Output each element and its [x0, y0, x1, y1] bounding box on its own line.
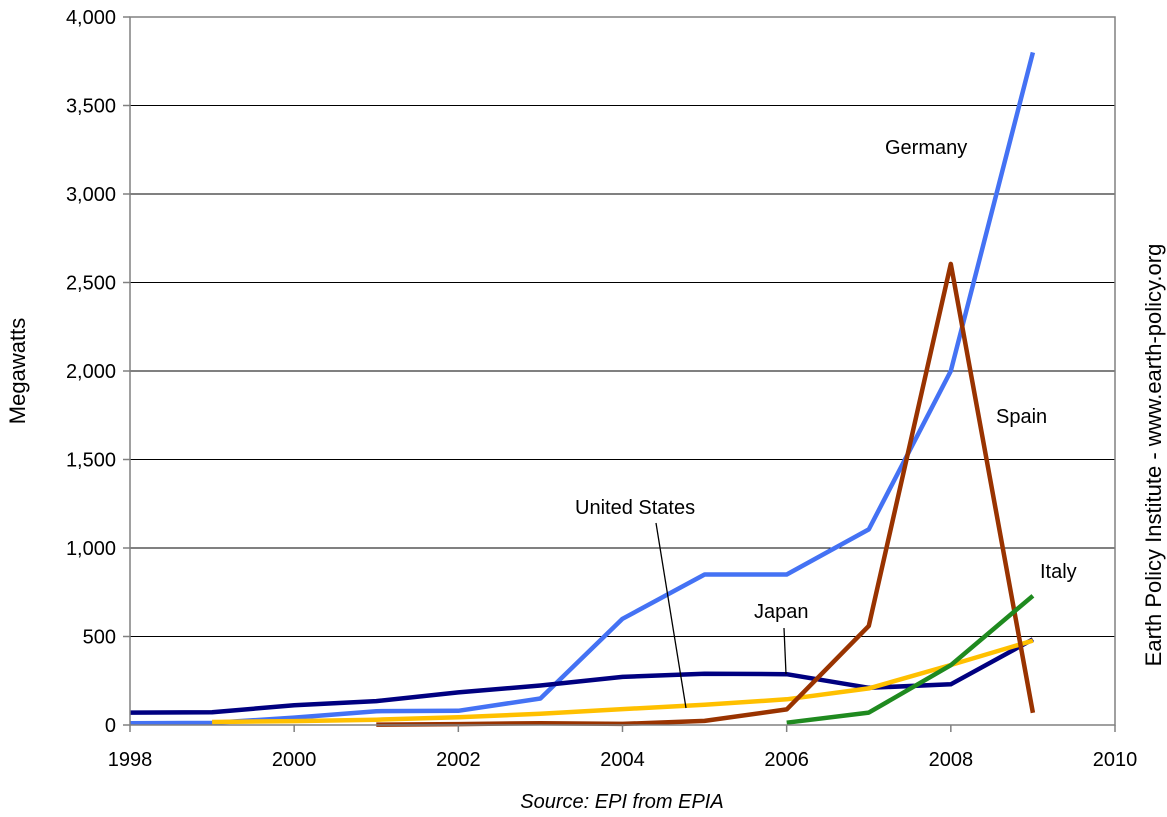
- y-axis-title: Megawatts: [5, 318, 30, 424]
- series-label-germany: Germany: [885, 137, 967, 159]
- y-tick-label: 2,000: [66, 361, 116, 383]
- y-tick-label: 3,000: [66, 184, 116, 206]
- x-tick-label: 2006: [764, 749, 809, 771]
- x-tick-label: 2004: [600, 749, 645, 771]
- series-layer: [129, 51, 1036, 727]
- series-line-germany: [129, 51, 1036, 726]
- series-line-spain: [376, 261, 1036, 727]
- y-tick-label: 0: [105, 715, 116, 737]
- y-tick-label: 1,500: [66, 450, 116, 472]
- x-axis-ticks: 1998 2000 2002 2004 2006 2008 2010: [108, 725, 1138, 771]
- x-tick-label: 2002: [436, 749, 481, 771]
- y-tick-label: 3,500: [66, 96, 116, 118]
- japan-leader-line: [783, 627, 787, 675]
- x-tick-label: 2008: [929, 749, 974, 771]
- x-tick-label: 1998: [108, 749, 153, 771]
- series-label-italy: Italy: [1040, 561, 1077, 583]
- series-line-japan: [129, 637, 1034, 715]
- credit-note: Earth Policy Institute - www.earth-polic…: [1141, 244, 1166, 667]
- y-axis-ticks: 0 500 1,000 1,500 2,000 2,500 3,000 3,500 4,000: [66, 7, 130, 737]
- y-tick-label: 500: [83, 627, 116, 649]
- x-tick-label: 2010: [1093, 749, 1138, 771]
- y-tick-label: 2,500: [66, 273, 116, 295]
- united-states-leader-line: [655, 522, 687, 709]
- y-tick-label: 1,000: [66, 538, 116, 560]
- series-label-spain: Spain: [996, 406, 1047, 428]
- series-label-united-states: United States: [575, 497, 695, 519]
- series-line-italy: [786, 594, 1035, 725]
- gridlines: [130, 105, 1115, 637]
- series-label-japan: Japan: [754, 601, 809, 623]
- series-line-united-states: [212, 638, 1034, 725]
- source-note: Source: EPI from EPIA: [520, 791, 723, 813]
- y-tick-label: 4,000: [66, 7, 116, 29]
- x-tick-label: 2000: [272, 749, 317, 771]
